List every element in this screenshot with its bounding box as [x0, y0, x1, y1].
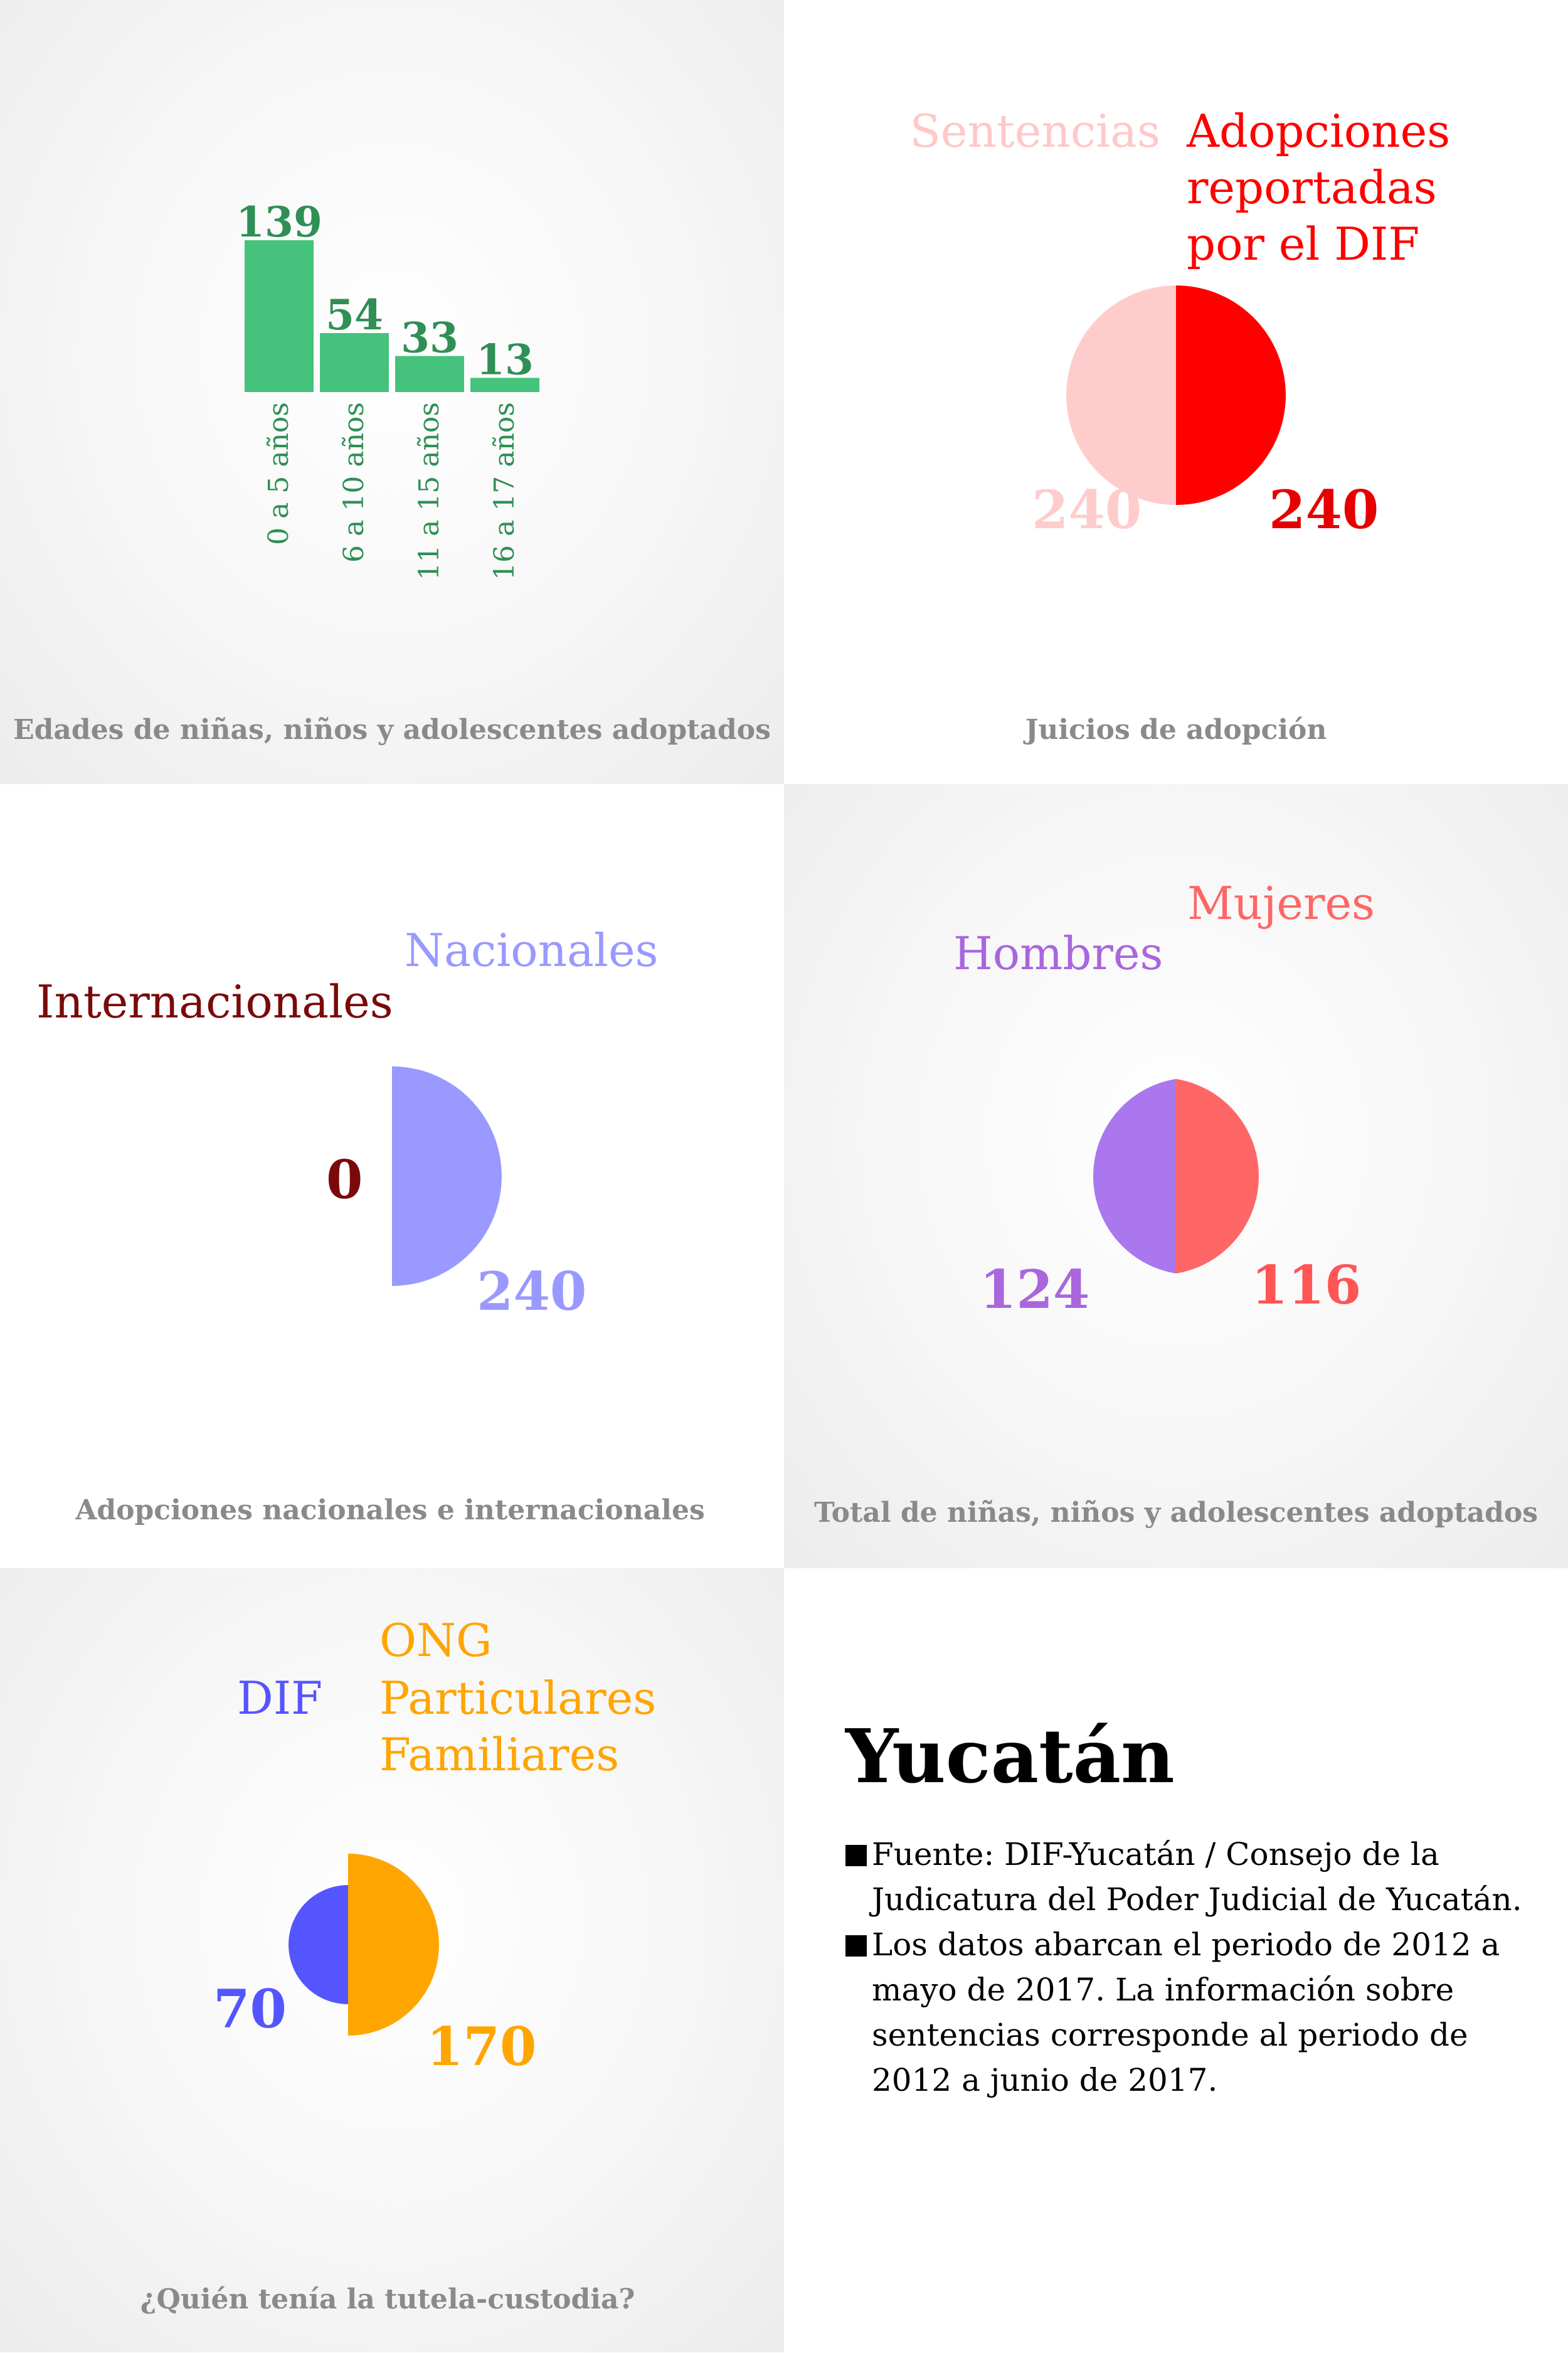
age-bar-value-0: 139 [236, 198, 322, 247]
hombres-half [1093, 1079, 1176, 1273]
age-category-label-3: 16 a 17 años [489, 402, 521, 580]
dif-custody-label: DIF [237, 1672, 322, 1724]
trials-chart-caption: Juicios de adopción [1023, 714, 1327, 746]
dif-custody-half [289, 1885, 348, 2004]
mujeres-label: Mujeres [1187, 877, 1375, 930]
custody-pie-chart: ONG Particulares Familiares DIF 70 170 ¿… [140, 1614, 656, 2315]
age-bar-value-3: 13 [476, 335, 534, 384]
gender-pie-chart: Mujeres Hombres 124 116 Total de niñas, … [814, 877, 1538, 1529]
age-bar-value-1: 54 [326, 290, 383, 339]
age-bar-1 [320, 332, 389, 392]
sentencias-half [1066, 285, 1176, 505]
gender-chart-panel: Mujeres Hombres 124 116 Total de niñas, … [784, 784, 1568, 1568]
ong-label-line-2: Particulares [379, 1672, 656, 1724]
custody-chart-caption: ¿Quién tenía la tutela-custodia? [140, 2283, 635, 2315]
custody-chart-panel: ONG Particulares Familiares DIF 70 170 ¿… [0, 1568, 784, 2352]
dif-label-line-1: Adopciones [1186, 105, 1450, 157]
hombres-label: Hombres [953, 927, 1163, 980]
bullet-square-icon [845, 1845, 867, 1866]
ong-label-line-1: ONG [379, 1614, 492, 1667]
mujeres-value: 116 [1251, 1254, 1361, 1316]
nacionales-label: Nacionales [405, 924, 659, 977]
period-note-text: Los datos abarcan el periodo de 2012 a m… [872, 1926, 1500, 2098]
dif-adoptions-half [1176, 285, 1286, 505]
age-bar-value-2: 33 [401, 314, 458, 363]
source-note-text: Fuente: DIF-Yucatán / Consejo de la Judi… [872, 1836, 1522, 1918]
source-note: Fuente: DIF-Yucatán / Consejo de la Judi… [845, 1832, 1542, 1922]
dif-adoptions-value: 240 [1269, 479, 1379, 541]
gender-chart-caption: Total de niñas, niños y adolescentes ado… [814, 1497, 1538, 1529]
hombres-value: 124 [980, 1258, 1089, 1320]
age-category-label-1: 6 a 10 años [338, 402, 370, 563]
national-international-caption: Adopciones nacionales e internacionales [75, 1494, 704, 1526]
nacionales-value: 240 [477, 1260, 586, 1322]
period-note: Los datos abarcan el periodo de 2012 a m… [845, 1922, 1542, 2103]
ong-custody-half [348, 1854, 439, 2036]
internacionales-value: 0 [326, 1149, 363, 1211]
age-category-label-0: 0 a 5 años [263, 402, 295, 545]
age-category-label-2: 11 a 15 años [413, 402, 445, 580]
national-international-pie-chart: Nacionales Internacionales 0 240 Adopcio… [36, 924, 705, 1526]
source-notes: Fuente: DIF-Yucatán / Consejo de la Judi… [845, 1832, 1542, 2103]
age-bar-2 [395, 356, 464, 392]
age-bar-3 [470, 378, 539, 392]
sentencias-label: Sentencias [910, 105, 1160, 157]
national-international-panel: Nacionales Internacionales 0 240 Adopcio… [0, 784, 784, 1568]
ong-custody-value: 170 [426, 2016, 536, 2078]
ages-chart-panel: 139 0 a 5 años 54 6 a 10 años 33 11 a 15 años… [0, 0, 784, 784]
info-panel: Yucatán Fuente: DIF-Yucatán / Consejo de… [784, 1568, 1568, 2352]
mujeres-half [1176, 1079, 1259, 1273]
nacionales-half [392, 1066, 502, 1286]
ages-chart-caption: Edades de niñas, niños y adolescentes ad… [13, 714, 771, 746]
ong-label-line-3: Familiares [379, 1728, 619, 1781]
bullet-square-icon [845, 1935, 867, 1957]
state-title: Yucatán [845, 1713, 1175, 1800]
internacionales-label: Internacionales [36, 975, 393, 1028]
dif-label-line-2: reportadas [1187, 161, 1437, 214]
dif-label-line-3: por el DIF [1187, 218, 1419, 270]
sentencias-value: 240 [1032, 479, 1142, 541]
ages-bar-chart: 139 0 a 5 años 54 6 a 10 años 33 11 a 15 años… [13, 198, 771, 746]
dif-custody-value: 70 [213, 1978, 287, 2040]
age-bar-0 [245, 240, 314, 392]
trials-chart-panel: Sentencias Adopciones reportadas por el … [784, 0, 1568, 784]
trials-pie-chart: Sentencias Adopciones reportadas por el … [910, 105, 1451, 746]
